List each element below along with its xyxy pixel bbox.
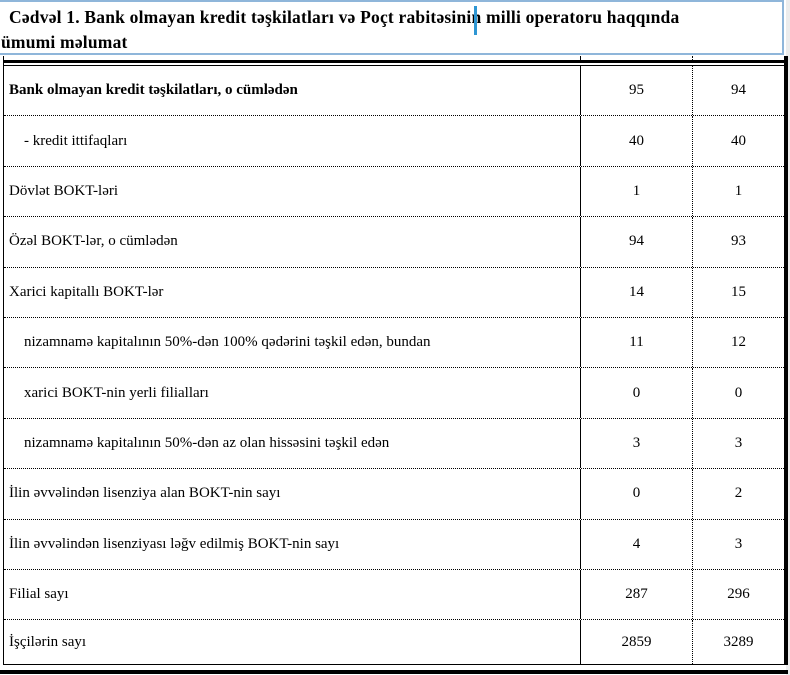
row-value-1: 4 [581,519,693,569]
table-row: İlin əvvəlindən lisenziyası ləğv edilmiş… [4,519,784,570]
row-label: İşçilərin sayı [4,620,581,665]
row-value-1: 0 [581,469,693,519]
table-row: Bank olmayan kredit təşkilatları, o cüml… [4,66,784,117]
table-title-textbox[interactable]: Cədvəl 1. Bank olmayan kredit təşkilatla… [0,0,784,55]
row-label: Özəl BOKT-lər, o cümlədən [4,217,581,267]
table-title-line2: ümumi məlumat [1,32,128,52]
row-label: nizamnamə kapitalının 50%-dən az olan hi… [4,418,581,469]
row-label: - kredit ittifaqları [4,116,581,166]
table-row: Filial sayı 287 296 [4,569,784,621]
window-edge [786,0,790,675]
table-row: Özəl BOKT-lər, o cümlədən 94 93 [4,217,784,268]
row-value-1: 287 [581,569,693,620]
row-value-2: 2 [734,485,743,502]
row-label: xarici BOKT-nin yerli filialları [4,368,581,418]
row-label: Bank olmayan kredit təşkilatları, o cüml… [4,66,581,116]
row-value-2: 3289 [723,633,754,650]
table-row: İlin əvvəlindən lisenziya alan BOKT-nin … [4,469,784,520]
row-label: Xarici kapitallı BOKT-lər [4,267,581,317]
table-top-border [4,60,784,63]
row-value-2: 94 [731,82,746,99]
row-value-1: 3 [581,418,693,469]
row-value-2: 1 [734,182,743,199]
row-value-1: 1 [581,166,693,217]
row-value-1: 14 [581,267,693,317]
table-title-line1: Cədvəl 1. Bank olmayan kredit təşkilatla… [9,7,680,27]
row-label: Dövlət BOKT-ləri [4,166,581,217]
row-value-2: 15 [731,283,746,300]
text-cursor [474,6,477,35]
row-value-2: 12 [731,334,746,351]
row-label: İlin əvvəlindən lisenziyası ləğv edilmiş… [4,519,581,569]
row-label: nizamnamə kapitalının 50%-dən 100% qədər… [4,317,581,368]
table-row: nizamnamə kapitalının 50%-dən az olan hi… [4,418,784,470]
row-value-1: 2859 [581,620,693,665]
row-value-1: 0 [581,368,693,418]
row-value-2: 3 [734,535,743,552]
table-row: xarici BOKT-nin yerli filialları 0 0 [4,368,784,419]
table-row: nizamnamə kapitalının 50%-dən 100% qədər… [4,317,784,369]
row-value-2: 0 [734,384,743,401]
table-row: İşçilərin sayı 2859 3289 [4,620,784,666]
row-value-2: 296 [727,586,750,603]
data-table: Bank olmayan kredit təşkilatları, o cüml… [3,56,788,666]
table-row: Dövlət BOKT-ləri 1 1 [4,166,784,218]
row-value-1: 95 [581,66,693,116]
table-row: - kredit ittifaqları 40 40 [4,116,784,167]
row-value-1: 40 [581,116,693,166]
row-value-2: 3 [734,434,743,451]
row-label: Filial sayı [4,569,581,620]
row-value-1: 94 [581,217,693,267]
row-value-2: 40 [731,132,746,149]
table-header-stub [4,56,784,60]
row-label: İlin əvvəlindən lisenziya alan BOKT-nin … [4,469,581,519]
table-row: Xarici kapitallı BOKT-lər 14 15 [4,267,784,318]
row-value-1: 11 [581,317,693,368]
row-value-2: 93 [731,233,746,250]
next-section-top-border [0,670,788,674]
